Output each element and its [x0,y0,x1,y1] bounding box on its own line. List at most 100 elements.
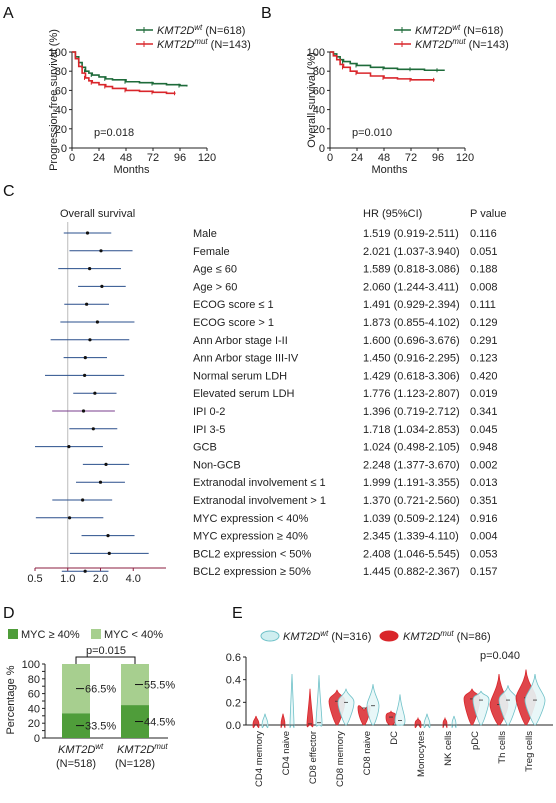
row-label: Age ≤ 60 [193,264,237,276]
p-value: 0.116 [470,228,497,240]
row-label: Male [193,228,217,240]
legend-high: MYC ≥ 40% [21,629,80,641]
y-tick-label: 60 [55,85,67,97]
legend-mut: KMT2Dmut (N=86) [403,629,491,643]
x-category-label: Treg cells [524,731,535,772]
hr-point [67,516,72,520]
x-tick-label: 48 [120,152,132,164]
row-label: ECOG score > 1 [193,317,274,329]
survival-curve-mut [330,51,435,81]
row-label: GCB [193,442,217,454]
panel-label: D [3,605,15,622]
hr-point [104,462,108,466]
hr-point [106,534,110,538]
legend-wt: KMT2Dwt (N=316) [283,629,371,643]
p-value: 0.916 [470,513,498,525]
p-column-header: P value [470,208,507,220]
x-category-label: KMT2Dwt [58,742,104,756]
hr-ci-value: 1.718 (1.034-2.853) [363,424,460,436]
x-category-label: CD8 memory [335,731,346,787]
hr-point [83,356,87,360]
significance-bracket [75,656,136,664]
violin-wt [366,684,380,726]
p-value: 0.291 [470,335,498,347]
p-value: 0.111 [470,299,496,311]
row-label: ECOG score ≤ 1 [193,299,274,311]
legend-mut: KMT2Dmut (N=143) [157,37,251,51]
violin-wt [451,715,457,729]
x-category-n: (N=128) [115,758,155,770]
legend-wt: KMT2Dwt (N=618) [157,23,245,37]
y-axis-label: Percentage % [5,665,17,734]
p-value: 0.351 [470,495,498,507]
row-label: Ann Arbor stage I-II [193,335,288,347]
legend-swatch-low [91,629,101,639]
legend-swatch-high [8,629,18,639]
violin-wt [524,673,546,726]
panel-label: A [3,5,14,22]
x-tick-label: 4.0 [126,573,141,585]
x-category-label: CD4 memory [254,731,265,787]
x-tick-label: 0 [327,152,333,164]
hr-point [85,231,90,235]
p-value: 0.002 [470,459,498,471]
violin-wt [498,685,518,726]
x-tick-label: 0 [69,152,75,164]
p-value: 0.123 [470,353,498,365]
row-label: Female [193,246,230,258]
x-category-label: DC [389,731,400,745]
hr-point [83,373,87,377]
y-tick-label: 80 [28,674,40,686]
y-tick-label: 40 [55,105,67,117]
violin-wt [423,713,431,729]
hr-ci-value: 1.873 (0.855-4.102) [363,317,460,329]
hr-point [100,284,104,288]
value-label: 55.5% [144,680,175,692]
p-value: 0.053 [470,548,498,560]
x-axis-label: Months [113,164,150,176]
x-category-label: CD8 effector [308,731,319,784]
x-category-label: CD4 naive [281,731,292,775]
hr-ci-value: 1.445 (0.882-2.367) [363,566,460,578]
hr-ci-value: 2.345 (1.339-4.110) [363,531,459,543]
x-tick-label: 0.5 [27,573,42,585]
x-category-n: (N=518) [56,758,96,770]
panel-label: C [3,183,15,200]
hr-ci-value: 1.519 (0.919-2.511) [363,228,459,240]
y-tick-label: 40 [28,703,40,715]
survival-curve-wt [72,51,188,87]
row-label: IPI 3-5 [193,424,225,436]
y-tick-label: 60 [28,689,40,701]
row-label: Non-GCB [193,459,241,471]
x-tick-label: 120 [198,152,216,164]
x-tick-label: 96 [174,152,186,164]
row-label: MYC expression < 40% [193,513,308,525]
x-category-label: CD8 naive [362,731,373,775]
panel-e: E KMT2Dwt (N=316) KMT2Dmut (N=86) 0.0 0.2 0.4… [226,605,553,787]
value-label: 66.5% [85,684,116,696]
row-label: Normal serum LDH [193,370,287,382]
hr-point [67,445,71,449]
p-value: 0.045 [470,424,498,436]
p-value-annotation: p=0.010 [352,127,392,139]
y-tick-label: 0.6 [226,652,241,664]
x-tick-label: 24 [351,152,363,164]
hr-point [88,338,92,342]
row-label: MYC expression ≥ 40% [193,531,308,543]
violin-mut [252,715,260,729]
hr-ci-value: 1.999 (1.191-3.355) [363,477,460,489]
hr-ci-value: 1.776 (1.123-2.807) [363,388,460,400]
survival-curve-mut [72,51,176,95]
x-tick-label: 24 [93,152,105,164]
violin-wt [394,694,406,726]
value-label: 33.5% [85,721,116,733]
hr-ci-value: 1.370 (0.721-2.560) [363,495,460,507]
hr-column-header: HR (95%CI) [363,208,422,220]
row-label: Extranodal involvement > 1 [193,495,326,507]
panel-label: E [232,605,243,622]
violin-wt [337,688,355,726]
p-value: 0.341 [470,406,498,418]
p-value: 0.157 [470,566,498,578]
x-tick-label: 72 [405,152,417,164]
hr-ci-value: 1.589 (0.818-3.086) [363,264,460,276]
